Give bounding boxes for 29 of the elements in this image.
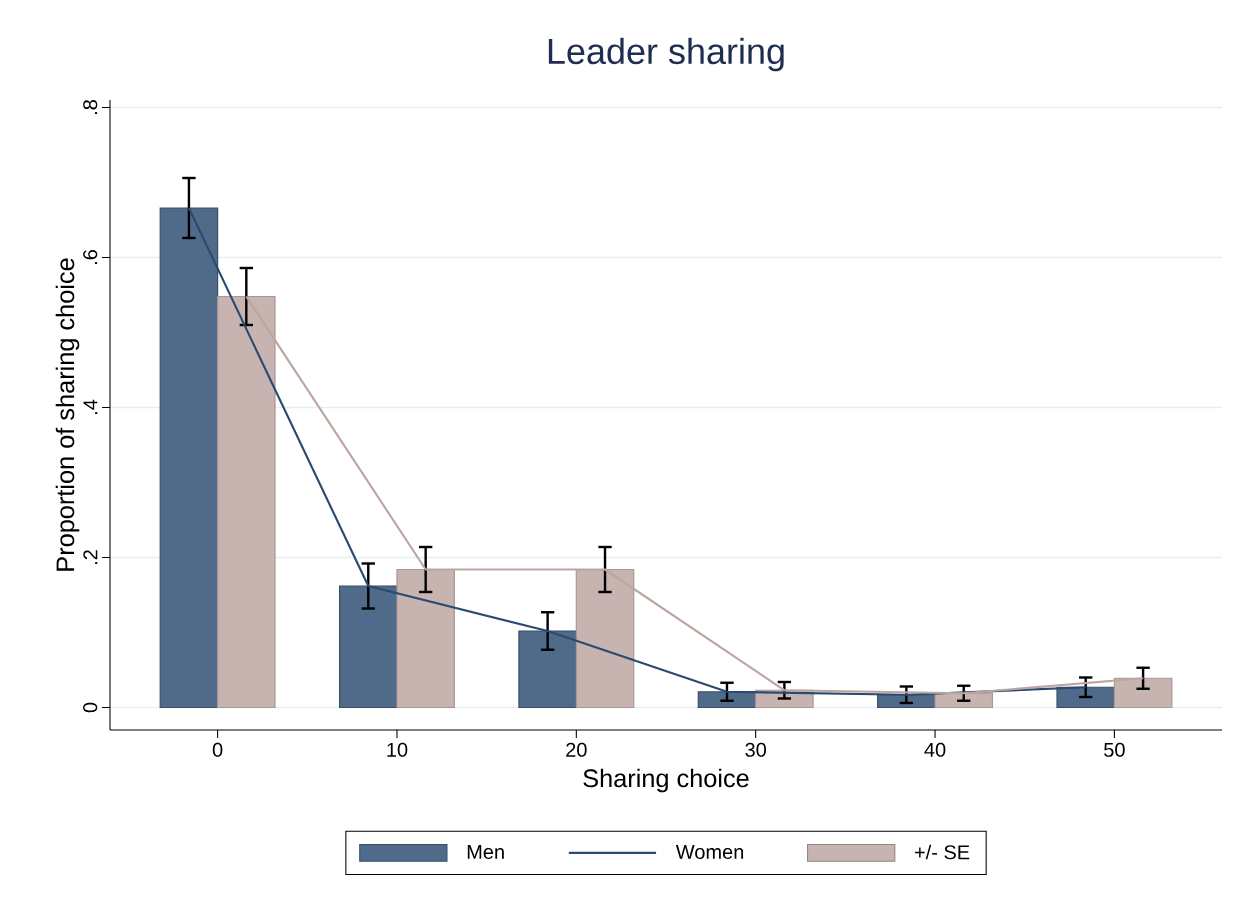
legend-label: +/- SE — [914, 844, 970, 860]
y-tick-label: .2 — [83, 550, 98, 565]
x-tick-label: 0 — [212, 742, 223, 757]
y-tick-label: .6 — [83, 250, 98, 265]
bar — [518, 630, 577, 709]
bar — [159, 207, 219, 709]
bar — [575, 568, 635, 709]
bar — [697, 691, 757, 709]
line-series — [187, 206, 1087, 696]
bar — [217, 295, 276, 709]
chart-title: Leader sharing — [548, 37, 784, 72]
line-series — [245, 295, 1145, 695]
y-tick-label: .8 — [83, 100, 98, 115]
x-tick-label: 40 — [924, 742, 946, 757]
y-axis-title: Proportion of sharing choice — [55, 258, 80, 571]
bar — [338, 585, 398, 709]
legend-label: Women — [675, 845, 744, 859]
bar — [396, 568, 455, 709]
x-tick-label: 20 — [566, 742, 587, 757]
x-tick-label: 50 — [1104, 742, 1125, 757]
bar — [934, 692, 994, 709]
x-tick-label: 10 — [387, 742, 408, 757]
y-tick-label: .4 — [83, 399, 98, 415]
bar — [1113, 677, 1173, 709]
legend-label: Men — [467, 845, 504, 859]
x-tick-label: 30 — [745, 742, 767, 757]
bar — [1056, 686, 1115, 709]
x-axis-title: Sharing choice — [583, 768, 749, 793]
y-tick-label: 0 — [83, 702, 98, 713]
